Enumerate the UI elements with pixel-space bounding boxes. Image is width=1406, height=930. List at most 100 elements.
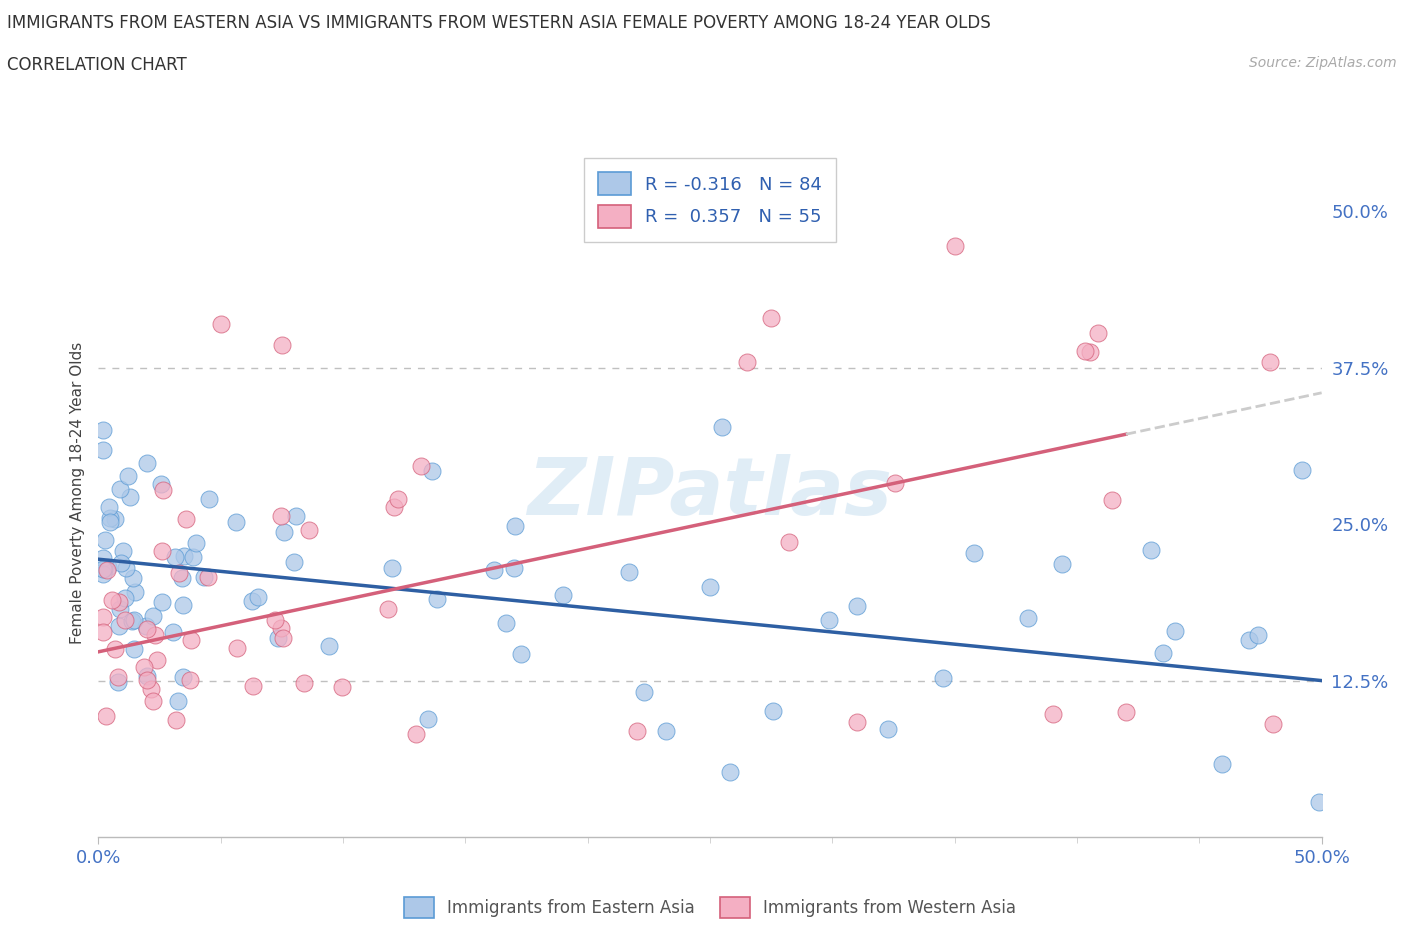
- Point: [142, 608, 165, 623]
- Point: [1211, 756, 1233, 771]
- Point: [877, 722, 900, 737]
- Point: [845, 598, 868, 613]
- Point: [845, 714, 868, 729]
- Point: [1247, 628, 1270, 643]
- Point: [292, 675, 315, 690]
- Point: [98, 511, 121, 525]
- Point: [139, 681, 162, 696]
- Point: [146, 653, 169, 668]
- Point: [165, 550, 187, 565]
- Point: [384, 499, 406, 514]
- Legend: Immigrants from Eastern Asia, Immigrants from Western Asia: Immigrants from Eastern Asia, Immigrants…: [396, 890, 1024, 924]
- Point: [110, 555, 132, 570]
- Point: [91, 551, 114, 565]
- Point: [1291, 463, 1313, 478]
- Point: [1239, 633, 1261, 648]
- Point: [1050, 556, 1073, 571]
- Point: [107, 670, 129, 684]
- Point: [209, 316, 232, 331]
- Point: [699, 579, 721, 594]
- Point: [387, 492, 409, 507]
- Point: [167, 694, 190, 709]
- Point: [318, 639, 340, 654]
- Point: [240, 593, 263, 608]
- Point: [617, 565, 640, 579]
- Point: [97, 559, 120, 574]
- Text: CORRELATION CHART: CORRELATION CHART: [7, 56, 187, 73]
- Point: [150, 477, 173, 492]
- Point: [94, 708, 117, 723]
- Point: [93, 562, 115, 577]
- Point: [136, 621, 159, 636]
- Point: [152, 483, 174, 498]
- Point: [298, 523, 321, 538]
- Point: [108, 602, 131, 617]
- Point: [197, 569, 219, 584]
- Point: [186, 536, 208, 551]
- Point: [633, 684, 655, 699]
- Point: [174, 512, 197, 526]
- Point: [172, 570, 194, 585]
- Point: [1258, 354, 1281, 369]
- Point: [124, 584, 146, 599]
- Point: [285, 508, 308, 523]
- Point: [94, 533, 117, 548]
- Point: [179, 673, 201, 688]
- Point: [91, 567, 114, 582]
- Point: [943, 239, 966, 254]
- Point: [136, 672, 159, 687]
- Point: [121, 613, 143, 628]
- Point: [162, 624, 184, 639]
- Point: [134, 659, 156, 674]
- Point: [1164, 623, 1187, 638]
- Point: [226, 640, 249, 655]
- Point: [91, 624, 114, 639]
- Point: [91, 422, 114, 437]
- Point: [114, 612, 136, 627]
- Point: [165, 712, 187, 727]
- Point: [420, 464, 443, 479]
- Point: [1152, 645, 1174, 660]
- Point: [271, 631, 294, 645]
- Point: [1101, 493, 1123, 508]
- Point: [330, 680, 353, 695]
- Point: [108, 482, 131, 497]
- Point: [267, 631, 290, 645]
- Point: [107, 618, 129, 633]
- Point: [246, 590, 269, 604]
- Point: [150, 595, 173, 610]
- Y-axis label: Female Poverty Among 18-24 Year Olds: Female Poverty Among 18-24 Year Olds: [69, 342, 84, 644]
- Point: [118, 489, 141, 504]
- Point: [115, 561, 138, 576]
- Point: [962, 546, 984, 561]
- Point: [172, 670, 194, 684]
- Point: [91, 562, 114, 577]
- Point: [377, 602, 399, 617]
- Point: [1139, 543, 1161, 558]
- Point: [495, 616, 517, 631]
- Point: [107, 594, 129, 609]
- Point: [761, 311, 783, 325]
- Point: [167, 566, 190, 581]
- Point: [551, 588, 574, 603]
- Point: [270, 621, 292, 636]
- Point: [101, 592, 124, 607]
- Point: [273, 525, 295, 539]
- Point: [150, 543, 173, 558]
- Point: [173, 549, 195, 564]
- Point: [503, 519, 526, 534]
- Point: [98, 514, 121, 529]
- Point: [193, 569, 215, 584]
- Point: [91, 443, 114, 458]
- Point: [426, 591, 449, 606]
- Point: [1087, 326, 1109, 340]
- Point: [107, 674, 129, 689]
- Point: [91, 610, 114, 625]
- Point: [225, 515, 247, 530]
- Point: [1042, 707, 1064, 722]
- Point: [135, 669, 157, 684]
- Point: [1017, 611, 1039, 626]
- Point: [718, 764, 741, 779]
- Point: [283, 554, 305, 569]
- Point: [482, 563, 505, 578]
